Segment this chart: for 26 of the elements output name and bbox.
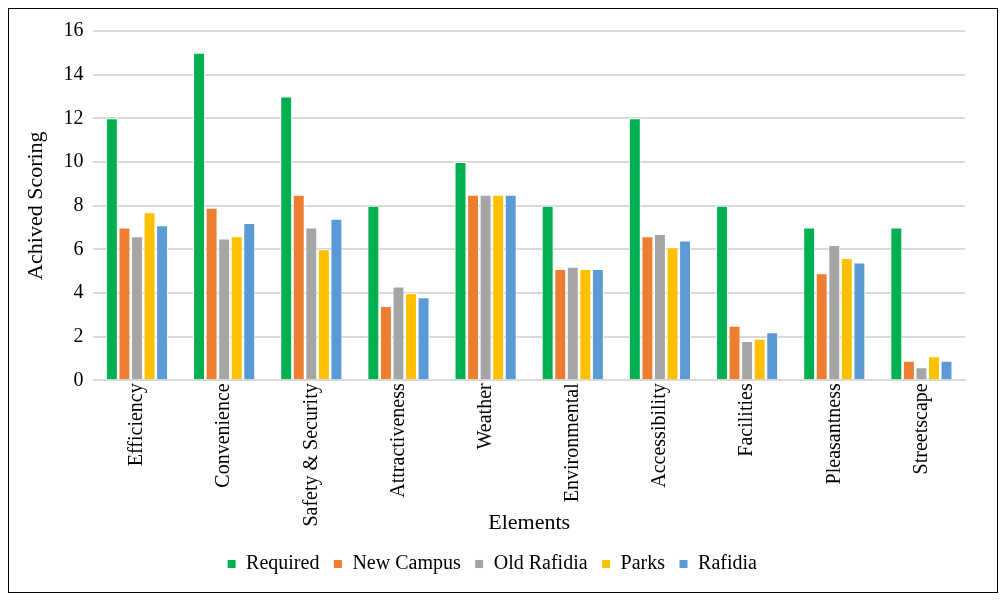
y-tick-label: 16 bbox=[63, 18, 84, 41]
x-tick-label: Accessibility bbox=[647, 383, 671, 488]
x-tick-label: Facilities bbox=[734, 383, 757, 457]
y-tick-label: 6 bbox=[73, 236, 84, 259]
x-tick-label: Weather bbox=[472, 382, 495, 450]
x-tick-label: Streetscape bbox=[908, 383, 932, 475]
y-tick-label: 10 bbox=[63, 149, 84, 172]
x-axis-title: Elements bbox=[488, 508, 571, 534]
x-tick-label: Pleasantness bbox=[821, 383, 844, 485]
y-axis-title: Achived Scoring bbox=[21, 131, 47, 280]
legend-label: New Campus bbox=[352, 551, 461, 575]
legend-label: Required bbox=[246, 551, 320, 575]
legend-label: Rafidia bbox=[698, 551, 758, 574]
legend-label: Old Rafidia bbox=[493, 551, 588, 574]
y-tick-label: 8 bbox=[73, 192, 84, 215]
x-tick-label: Environmental bbox=[560, 382, 583, 503]
y-tick-label: 12 bbox=[63, 105, 84, 128]
y-tick-label: 0 bbox=[73, 367, 84, 390]
x-tick-label: Convenience bbox=[211, 383, 234, 488]
x-tick-label: Efficiency bbox=[124, 383, 148, 467]
y-tick-label: 14 bbox=[63, 61, 84, 84]
legend-label: Parks bbox=[620, 551, 666, 574]
x-tick-label: Safety & Security bbox=[298, 383, 322, 527]
y-tick-label: 2 bbox=[73, 323, 84, 346]
x-tick-label: Attractiveness bbox=[385, 383, 408, 498]
y-tick-label: 4 bbox=[73, 280, 84, 303]
